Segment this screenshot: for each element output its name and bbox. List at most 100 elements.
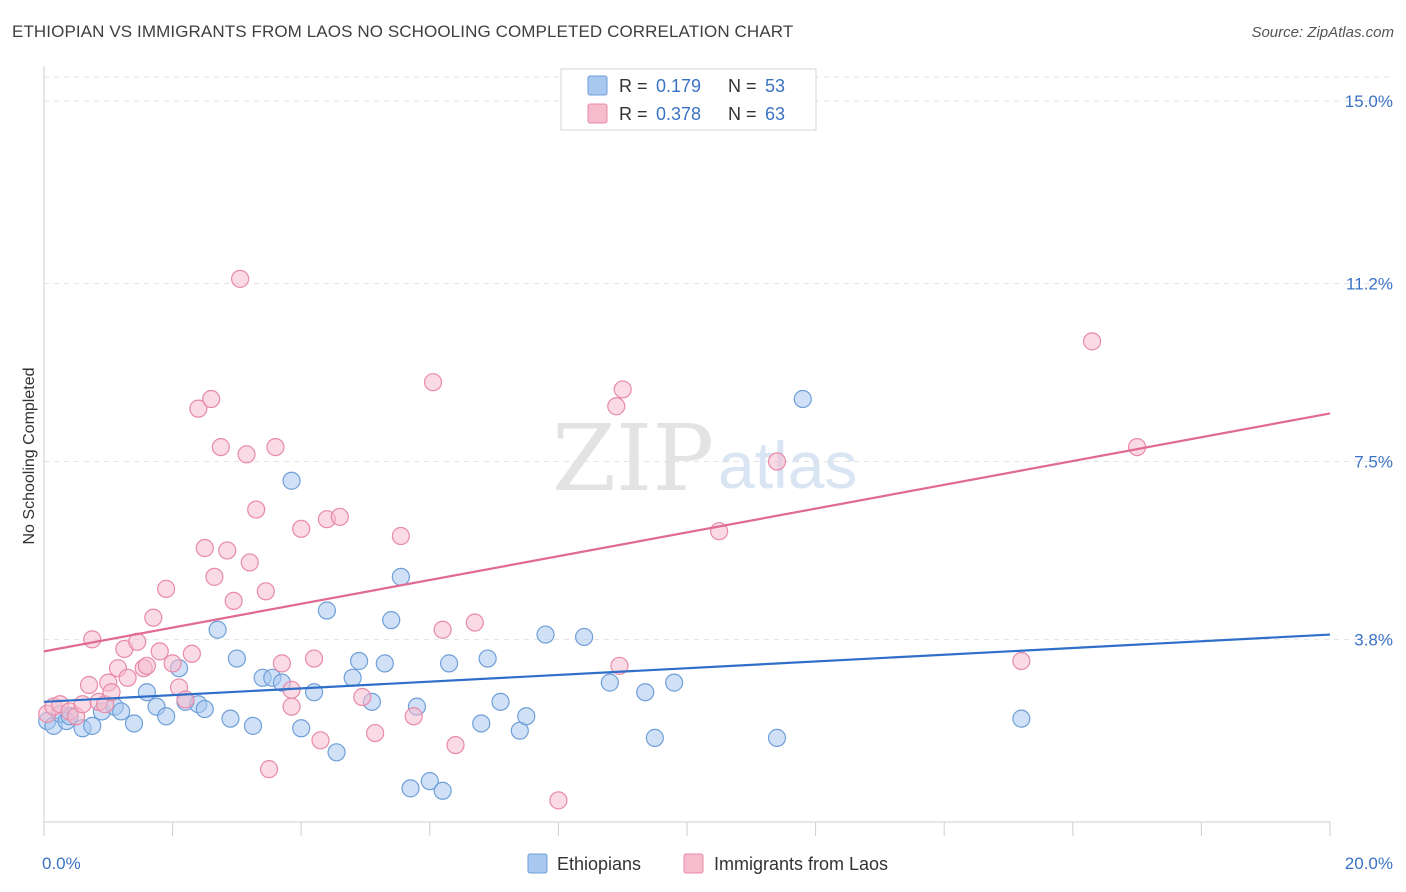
data-point-ethiopians [575,627,594,647]
data-point-laos [202,389,221,409]
data-point-laos [366,723,385,743]
data-point-ethiopians [439,654,459,673]
data-point-ethiopians [317,601,337,620]
data-point-ethiopians [382,611,401,630]
data-point-laos [292,519,311,538]
x-tick-label: 20.0% [1345,854,1393,873]
data-point-laos [224,591,243,611]
bottom-legend: Ethiopians Immigrants from Laos [527,853,888,874]
data-point-ethiopians [420,772,439,791]
data-point-ethiopians [472,714,491,733]
data-point-ethiopians [124,714,144,733]
trend-line-ethiopians [43,633,1331,703]
legend: R = 0.179 N = 53 R = 0.378 N = 63 [560,68,817,131]
data-point-ethiopians [349,651,369,671]
data-point-laos [353,687,372,707]
chart-source: Source: ZipAtlas.com [1251,24,1394,41]
data-point-ethiopians [343,668,362,687]
data-point-ethiopians [665,673,684,692]
data-point-laos [259,760,279,779]
data-point-laos [118,668,137,687]
y-tick-label: 11.2% [1346,275,1393,294]
data-point-laos [231,269,250,288]
data-point-laos [607,397,626,416]
data-point-laos [446,735,465,755]
legend-r-value-laos: 0.378 [656,104,701,124]
data-point-ethiopians [536,625,555,644]
data-point-ethiopians [793,389,812,409]
data-point-laos [1082,332,1102,351]
data-point-laos [195,538,214,558]
data-point-ethiopians [83,716,102,735]
data-point-ethiopians [195,699,214,719]
data-point-laos [433,620,452,639]
data-point-laos [73,695,92,714]
data-point-ethiopians [1012,709,1031,728]
data-point-laos [330,507,349,526]
data-point-laos [182,644,201,663]
watermark-atlas: atlas [718,428,857,502]
data-point-laos [610,656,629,675]
data-point-ethiopians [227,649,246,668]
data-point-laos [423,373,443,392]
data-point-ethiopians [208,620,227,639]
data-point-laos [150,642,169,661]
data-point-laos [272,654,292,673]
bottom-legend-label-laos: Immigrants from Laos [714,854,888,874]
data-point-ethiopians [433,781,452,800]
data-point-laos [266,437,285,457]
data-point-laos [102,683,121,702]
data-point-ethiopians [327,743,346,762]
data-point-ethiopians [401,779,420,798]
data-point-laos [549,791,568,810]
data-point-laos [304,649,324,668]
legend-n-label-laos: N = [728,104,757,124]
data-point-ethiopians [243,716,263,735]
trend-lines [43,412,1331,703]
data-point-ethiopians [636,683,655,702]
data-point-ethiopians [391,567,410,586]
data-point-ethiopians [157,707,176,726]
data-point-laos [218,541,237,560]
data-point-laos [391,526,410,546]
y-tick-label: 15.0% [1345,92,1393,111]
data-point-laos [163,654,182,673]
bottom-legend-swatch-laos [683,853,704,874]
data-point-laos [205,567,224,586]
legend-r-value-ethiopians: 0.179 [656,76,701,96]
data-point-ethiopians [478,649,497,668]
legend-n-label-ethiopians: N = [728,76,757,96]
legend-swatch-laos [587,103,608,124]
legend-swatch-ethiopians [587,75,608,96]
data-point-ethiopians [292,719,311,738]
x-tick-label: 0.0% [42,854,81,873]
data-point-laos [311,731,330,750]
legend-n-value-ethiopians: 53 [765,76,785,96]
data-point-laos [247,500,266,519]
trend-line-laos [43,412,1331,653]
data-point-laos [144,608,163,627]
data-points [38,269,1147,810]
data-point-laos [613,380,632,399]
data-point-laos [211,437,230,457]
data-point-laos [83,630,102,649]
data-point-laos [240,553,259,572]
watermark-zip: ZIP [552,405,714,512]
data-point-ethiopians [517,707,536,726]
data-point-ethiopians [137,683,156,702]
data-point-ethiopians [221,709,240,728]
y-axis-title: No Schooling Completed [21,368,38,545]
data-point-laos [189,399,208,418]
data-point-laos [282,697,301,716]
data-point-ethiopians [767,728,787,747]
bottom-legend-label-ethiopians: Ethiopians [557,854,641,874]
data-point-laos [157,579,176,598]
data-point-ethiopians [282,471,301,490]
data-point-laos [465,613,484,632]
y-tick-labels: 3.8% 7.5% 11.2% 15.0% [1345,92,1393,649]
y-tick-label: 7.5% [1354,453,1393,472]
data-point-ethiopians [112,702,131,721]
x-tick-labels: 0.0% 20.0% [42,854,1393,873]
legend-r-label-ethiopians: R = [619,76,648,96]
